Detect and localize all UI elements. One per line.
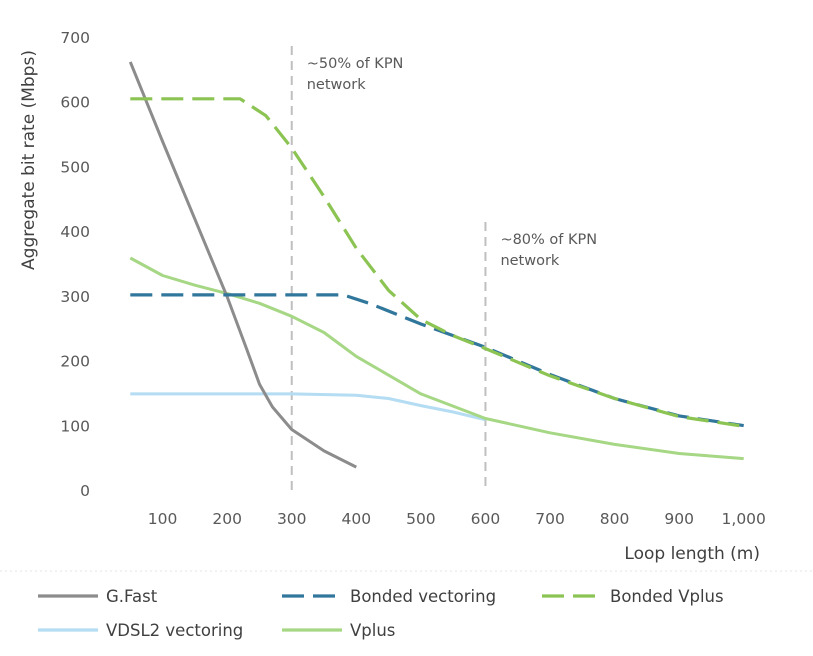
- y-axis-label: Aggregate bit rate (Mbps): [19, 50, 39, 270]
- x-tick-label: 100: [148, 510, 178, 528]
- legend-item-bonded-vplus: Bonded Vplus: [542, 587, 724, 606]
- y-axis: 0 100 200 300 400 500 600 700: [60, 29, 90, 500]
- series-line-bonded-vplus: [130, 97, 744, 428]
- x-axis-label: Loop length (m): [624, 544, 760, 564]
- x-tick-label: 500: [406, 510, 436, 528]
- legend-label: Bonded Vplus: [610, 587, 724, 606]
- legend-label: Vplus: [350, 621, 395, 640]
- annotation-text: network: [500, 253, 559, 269]
- y-tick-label: 0: [80, 482, 90, 500]
- series-line-g-fast: [128, 61, 357, 469]
- legend: G.Fast Bonded vectoring Bonded Vplus VDSL2 …: [38, 587, 724, 640]
- y-tick-label: 700: [60, 29, 90, 47]
- x-axis: 100 200 300 400 500 600 700 800 900 1,000: [148, 510, 766, 528]
- y-tick-label: 200: [60, 353, 90, 371]
- x-tick-label: 900: [664, 510, 694, 528]
- series-line-vplus: [129, 256, 744, 461]
- x-tick-label: 200: [212, 510, 242, 528]
- legend-item-vdsl2-vectoring: VDSL2 vectoring: [38, 621, 243, 640]
- annotation-text: ~50% of KPN: [307, 56, 404, 72]
- x-tick-label: 800: [600, 510, 630, 528]
- legend-label: VDSL2 vectoring: [106, 621, 243, 640]
- annotation-text: network: [307, 77, 366, 93]
- y-tick-label: 500: [60, 158, 90, 176]
- annotation-text: ~80% of KPN: [500, 232, 597, 248]
- y-tick-label: 600: [60, 94, 90, 112]
- series-line-vdsl2-vectoring: [130, 392, 486, 422]
- annotations-layer: ~50% of KPN network ~80% of KPN network: [290, 46, 597, 491]
- x-tick-label: 600: [471, 510, 501, 528]
- y-tick-label: 300: [60, 288, 90, 306]
- legend-item-g-fast: G.Fast: [38, 587, 158, 606]
- x-tick-label: 300: [277, 510, 307, 528]
- y-tick-label: 100: [60, 417, 90, 435]
- legend-item-bonded-vectoring: Bonded vectoring: [282, 587, 496, 606]
- legend-label: Bonded vectoring: [350, 587, 496, 606]
- x-tick-label: 1,000: [722, 510, 766, 528]
- y-tick-label: 400: [60, 223, 90, 241]
- series-layer: [128, 61, 744, 469]
- legend-label: G.Fast: [106, 587, 158, 606]
- series-line-bonded-vectoring: [130, 293, 744, 428]
- x-tick-label: 400: [342, 510, 372, 528]
- x-tick-label: 700: [535, 510, 565, 528]
- legend-item-vplus: Vplus: [282, 621, 395, 640]
